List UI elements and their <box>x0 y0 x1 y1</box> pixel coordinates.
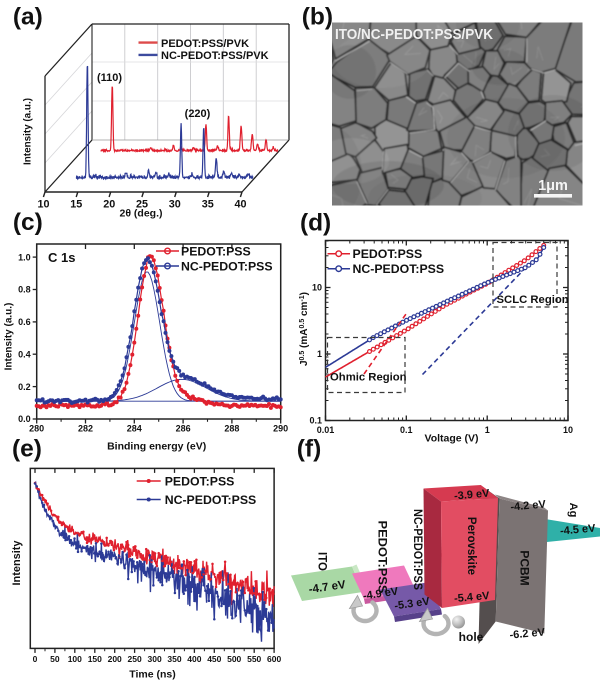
svg-text:J0.5 (mA0.5 cm-1): J0.5 (mA0.5 cm-1) <box>299 292 311 366</box>
svg-text:-5.3 eV: -5.3 eV <box>394 595 431 612</box>
svg-text:30: 30 <box>169 199 181 211</box>
svg-text:25: 25 <box>136 199 148 211</box>
svg-text:0.2: 0.2 <box>18 382 31 392</box>
svg-text:20: 20 <box>103 199 115 211</box>
svg-text:-4.2 eV: -4.2 eV <box>510 498 547 513</box>
svg-text:-3.9 eV: -3.9 eV <box>454 487 491 502</box>
svg-text:50: 50 <box>50 654 60 664</box>
svg-text:-6.2 eV: -6.2 eV <box>509 626 546 641</box>
svg-text:288: 288 <box>224 423 239 433</box>
svg-text:-5.4 eV: -5.4 eV <box>454 590 491 605</box>
svg-text:-4.9 eV: -4.9 eV <box>362 586 399 603</box>
svg-text:hole: hole <box>459 630 484 644</box>
svg-text:284: 284 <box>127 423 142 433</box>
svg-text:282: 282 <box>78 423 93 433</box>
svg-text:NC-PEDOT:PSS: NC-PEDOT:PSS <box>353 262 445 276</box>
svg-text:NC-PEDOT:PSS/PVK: NC-PEDOT:PSS/PVK <box>161 50 269 62</box>
svg-text:300: 300 <box>148 654 162 664</box>
svg-text:NC-PEDOT:PSS: NC-PEDOT:PSS <box>181 260 273 274</box>
svg-text:NC-PEDOT:PSS: NC-PEDOT:PSS <box>165 493 257 507</box>
svg-text:350: 350 <box>167 654 181 664</box>
svg-text:35: 35 <box>202 199 214 211</box>
svg-text:10: 10 <box>563 425 573 435</box>
svg-text:Intensity (a.u.): Intensity (a.u.) <box>23 98 34 165</box>
svg-text:15: 15 <box>70 199 82 211</box>
svg-text:Voltage (V): Voltage (V) <box>424 433 478 445</box>
svg-text:Intensity (a.u.): Intensity (a.u.) <box>4 303 15 371</box>
svg-text:0.1: 0.1 <box>400 425 413 435</box>
svg-text:Intensity: Intensity <box>11 540 23 586</box>
svg-text:290: 290 <box>273 423 288 433</box>
svg-text:(220): (220) <box>185 108 211 120</box>
svg-text:1μm: 1μm <box>538 178 568 194</box>
svg-text:Ag: Ag <box>567 503 579 518</box>
svg-text:0.8: 0.8 <box>18 285 31 295</box>
svg-text:NC-PEDOT:PSS: NC-PEDOT:PSS <box>411 509 423 590</box>
svg-text:C 1s: C 1s <box>48 250 75 265</box>
svg-text:0: 0 <box>33 654 38 664</box>
svg-text:0.1: 0.1 <box>309 416 322 426</box>
svg-text:2θ (deg.): 2θ (deg.) <box>119 208 162 220</box>
svg-text:600: 600 <box>267 654 281 664</box>
svg-text:SCLC Region: SCLC Region <box>497 294 569 306</box>
svg-text:40: 40 <box>234 199 246 211</box>
svg-text:(e): (e) <box>12 435 42 462</box>
svg-text:1: 1 <box>317 349 322 359</box>
svg-text:PEDOT:PSS: PEDOT:PSS <box>353 247 423 261</box>
svg-text:-4.7 eV: -4.7 eV <box>308 579 347 596</box>
svg-text:PEDOT:PSS: PEDOT:PSS <box>376 521 390 594</box>
svg-text:100: 100 <box>68 654 82 664</box>
svg-text:200: 200 <box>108 654 122 664</box>
svg-text:PEDOT:PSS/PVK: PEDOT:PSS/PVK <box>161 38 249 50</box>
svg-text:1.0: 1.0 <box>18 252 31 262</box>
svg-text:10: 10 <box>312 283 322 293</box>
svg-text:(f): (f) <box>297 436 321 463</box>
svg-text:PEDOT:PSS: PEDOT:PSS <box>181 245 251 259</box>
svg-text:Perovskite: Perovskite <box>465 517 477 575</box>
svg-text:250: 250 <box>128 654 142 664</box>
svg-text:1: 1 <box>485 425 490 435</box>
svg-text:550: 550 <box>247 654 261 664</box>
svg-text:ITO/NC-PEDOT:PSS/PVK: ITO/NC-PEDOT:PSS/PVK <box>335 26 493 43</box>
svg-text:286: 286 <box>176 423 191 433</box>
svg-text:-4.5 eV: -4.5 eV <box>560 522 597 537</box>
svg-text:Time (ns): Time (ns) <box>129 668 175 680</box>
svg-text:500: 500 <box>227 654 241 664</box>
svg-text:(d): (d) <box>300 209 331 236</box>
svg-text:0.0: 0.0 <box>18 414 31 424</box>
svg-text:0.6: 0.6 <box>18 317 31 327</box>
svg-text:(c): (c) <box>13 209 43 236</box>
svg-text:450: 450 <box>207 654 221 664</box>
svg-text:(110): (110) <box>97 72 122 84</box>
svg-text:(a): (a) <box>13 4 43 31</box>
svg-text:Binding energy (eV): Binding energy (eV) <box>107 441 206 453</box>
svg-text:0.4: 0.4 <box>18 349 31 359</box>
svg-text:280: 280 <box>29 423 44 433</box>
svg-text:PEDOT:PSS: PEDOT:PSS <box>165 475 235 489</box>
svg-text:150: 150 <box>88 654 102 664</box>
svg-text:Ohmic Region: Ohmic Region <box>330 372 407 384</box>
svg-text:(b): (b) <box>302 3 333 30</box>
svg-text:0.01: 0.01 <box>317 425 335 435</box>
svg-text:10: 10 <box>37 199 49 211</box>
svg-text:400: 400 <box>187 654 201 664</box>
svg-text:PCBM: PCBM <box>518 550 532 585</box>
svg-text:ITO: ITO <box>316 552 328 571</box>
